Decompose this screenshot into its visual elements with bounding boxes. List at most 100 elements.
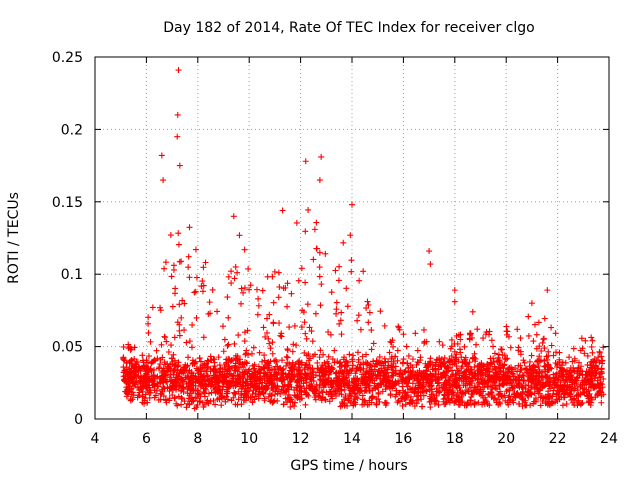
data-point (465, 363, 472, 370)
data-point (141, 395, 148, 402)
data-point (236, 232, 243, 239)
data-point (380, 372, 387, 379)
data-point (346, 367, 353, 374)
data-point (584, 392, 591, 399)
data-point (207, 353, 214, 360)
data-point (336, 320, 343, 327)
data-point (235, 375, 242, 382)
data-point (148, 368, 155, 375)
data-point (333, 381, 340, 388)
data-point (335, 277, 342, 284)
data-point (586, 377, 593, 384)
data-point (453, 332, 460, 339)
data-point (435, 374, 442, 381)
data-point (420, 392, 427, 399)
data-point (583, 368, 590, 375)
data-point (234, 372, 241, 379)
data-point (376, 398, 383, 405)
data-point (442, 374, 449, 381)
data-point (450, 356, 457, 363)
x-axis-label: GPS time / hours (290, 458, 407, 474)
data-point (277, 332, 284, 339)
data-point (311, 226, 318, 233)
data-point (170, 266, 177, 273)
data-point (266, 340, 273, 347)
data-point (462, 368, 469, 375)
data-point (206, 299, 213, 306)
data-point (588, 343, 595, 350)
data-point (392, 393, 399, 400)
data-point (250, 344, 257, 351)
data-point (504, 355, 511, 362)
data-point (552, 330, 559, 337)
data-point (428, 376, 435, 383)
data-point (440, 360, 447, 367)
data-point (416, 379, 423, 386)
data-point (346, 351, 353, 358)
data-point (537, 402, 544, 409)
data-point (507, 344, 514, 351)
data-point (538, 347, 545, 354)
data-point (142, 384, 149, 391)
data-point (472, 358, 479, 365)
data-point (517, 335, 524, 342)
data-point (471, 364, 478, 371)
data-point (261, 352, 268, 359)
data-point (532, 395, 539, 402)
data-point (317, 347, 324, 354)
data-point (174, 363, 181, 370)
data-point (181, 300, 188, 307)
data-point (536, 387, 543, 394)
data-point (363, 387, 370, 394)
data-point (349, 362, 356, 369)
data-point (478, 369, 485, 376)
data-point (217, 365, 224, 372)
data-point (349, 356, 356, 363)
data-point (316, 354, 323, 361)
data-point (159, 354, 166, 361)
data-point (246, 373, 253, 380)
data-point (421, 338, 428, 345)
data-point (217, 390, 224, 397)
data-point (312, 396, 319, 403)
data-point (593, 363, 600, 370)
data-point (390, 369, 397, 376)
data-point (310, 353, 317, 360)
data-point (264, 385, 271, 392)
data-point (455, 382, 462, 389)
data-point (350, 352, 357, 359)
data-point (305, 206, 312, 213)
data-point (552, 374, 559, 381)
data-point (179, 297, 186, 304)
data-point (231, 340, 238, 347)
data-point (548, 398, 555, 405)
data-point (357, 326, 364, 333)
data-point (406, 376, 413, 383)
data-point (303, 385, 310, 392)
data-point (329, 365, 336, 372)
data-point (294, 394, 301, 401)
data-point (497, 367, 504, 374)
data-point (438, 363, 445, 370)
data-point (563, 400, 570, 407)
data-point (431, 400, 438, 407)
data-point (183, 374, 190, 381)
data-point (573, 392, 580, 399)
data-point (515, 400, 522, 407)
data-point (201, 393, 208, 400)
data-point (302, 330, 309, 337)
data-point (175, 359, 182, 366)
data-point (209, 286, 216, 293)
data-point (193, 274, 200, 281)
data-point (160, 392, 167, 399)
data-point (231, 390, 238, 397)
data-point (521, 399, 528, 406)
data-point (165, 363, 172, 370)
data-point (548, 324, 555, 331)
data-point (584, 352, 591, 359)
data-point (369, 394, 376, 401)
data-point (291, 365, 298, 372)
data-point (276, 284, 283, 291)
data-point (183, 339, 190, 346)
